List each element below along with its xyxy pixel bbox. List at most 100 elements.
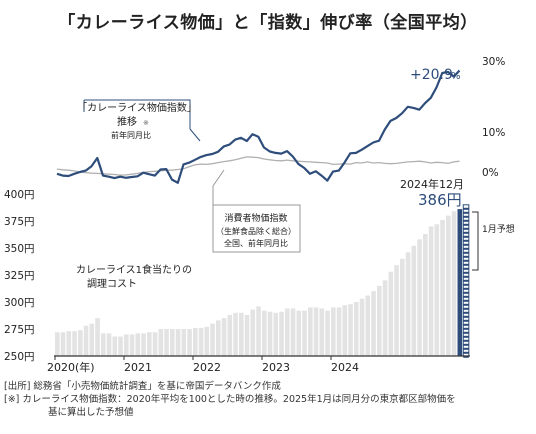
y-tick-label: 275円 — [4, 324, 35, 336]
forecast-stripe — [463, 239, 469, 242]
bar — [331, 307, 336, 356]
index-label-sub: 前年同月比 — [111, 130, 151, 140]
bar — [129, 334, 135, 356]
index-end-unit: % — [451, 71, 461, 82]
forecast-label: 1月予想 — [482, 223, 515, 235]
bar — [164, 329, 169, 356]
bar — [72, 331, 77, 356]
bar — [244, 314, 250, 356]
cpi-line-legend: 消費者物価指数 （生鮮食品除く総合） 全国、前年同月比 — [212, 169, 301, 253]
cpi-line — [56, 156, 460, 176]
bar — [285, 308, 290, 356]
cpi-label-sub2: 全国、前年同月比 — [224, 238, 288, 248]
bar — [152, 332, 158, 356]
x-tick-label: 2024 — [331, 361, 359, 374]
index-line-legend: 「カレーライス物価指数」 推移 ※ 前年同月比 — [77, 99, 201, 142]
bar — [256, 306, 261, 356]
y-tick-label: 400円 — [4, 189, 35, 201]
bar — [296, 310, 302, 356]
index-label-note: ※ — [143, 119, 149, 127]
bar — [382, 280, 388, 356]
bar — [250, 309, 256, 356]
bar-series-label-1: カレーライス1食当たりの — [76, 263, 192, 276]
forecast-stripe — [463, 251, 469, 254]
bar — [198, 327, 204, 356]
bar — [423, 233, 428, 356]
forecast-stripe — [463, 319, 469, 322]
forecast-stripe — [463, 247, 469, 250]
bar — [89, 323, 95, 356]
bar — [336, 307, 342, 356]
y-tick-label: 300円 — [4, 297, 35, 309]
bar-dec-2024 — [457, 209, 463, 356]
forecast-stripe — [463, 343, 469, 346]
bar-series — [55, 204, 470, 358]
bar — [60, 332, 66, 356]
forecast-stripe — [463, 331, 469, 334]
bar — [95, 318, 100, 356]
footnote-line-2: 基に算出した予想値 — [48, 407, 134, 418]
forecast-stripe — [463, 219, 469, 222]
bar — [239, 312, 244, 356]
x-tick-label: 2021 — [124, 361, 152, 374]
bar — [405, 252, 411, 356]
forecast-stripe — [463, 351, 469, 354]
forecast-stripe — [463, 283, 469, 286]
forecast-stripe — [463, 355, 469, 358]
bar — [428, 226, 434, 356]
chart-title: 「カレーライス物価」と「指数」伸び率（全国平均） — [58, 13, 478, 33]
bar — [388, 271, 394, 356]
forecast-stripe — [463, 235, 469, 238]
dec2024-value: 386円 — [418, 191, 462, 209]
bar — [417, 239, 422, 356]
bar-series-label-2: 調理コスト — [87, 277, 137, 290]
x-tick-label: 2022 — [193, 361, 221, 374]
forecast-stripe — [463, 335, 469, 338]
forecast-bracket — [472, 211, 479, 271]
bar — [55, 332, 60, 356]
forecast-stripe — [463, 271, 469, 274]
forecast-stripe — [463, 223, 469, 226]
bar — [262, 310, 267, 356]
forecast-stripe — [463, 327, 469, 330]
bar — [210, 323, 215, 356]
x-axis: 2020(年) 2021 2022 2023 2024 — [47, 356, 359, 374]
y-tick-label: 350円 — [4, 243, 35, 255]
bar — [290, 308, 296, 356]
bar — [348, 304, 353, 356]
bar — [118, 336, 123, 356]
bar — [302, 310, 307, 356]
bar — [158, 329, 164, 356]
bar — [216, 320, 221, 356]
forecast-stripe — [463, 275, 469, 278]
forecast-stripe — [463, 311, 469, 314]
bar — [83, 325, 89, 356]
bar — [319, 308, 325, 356]
bar — [451, 211, 457, 356]
bar — [365, 295, 371, 356]
forecast-stripe — [463, 307, 469, 310]
bar — [359, 298, 365, 356]
y-axis-right: 0% 10% 30% — [482, 56, 505, 179]
forecast-stripe — [463, 279, 469, 282]
bar — [135, 333, 141, 356]
bar — [377, 285, 382, 356]
index-label-trend: 推移 — [117, 115, 137, 128]
forecast-stripe — [463, 255, 469, 258]
bar — [267, 311, 273, 356]
bar — [371, 291, 376, 356]
footnote-line-1: [※] カレーライス物価指数：2020年平均を100とした時の推移。2025年1… — [4, 394, 456, 405]
cpi-label-sub1: （生鮮食品除く総合） — [216, 226, 296, 236]
forecast-stripe — [463, 207, 469, 210]
y-right-tick-label: 10% — [482, 127, 505, 139]
bar — [124, 334, 129, 356]
bar — [147, 332, 152, 356]
bar — [233, 312, 238, 356]
bar — [411, 245, 417, 356]
source-note: [出所] 総務省「小売物価統計調査」を基に帝国データバンク作成 — [4, 381, 281, 392]
y-axis-left: 250円 275円 300円 325円 350円 375円 400円 — [4, 189, 35, 363]
forecast-stripe — [463, 291, 469, 294]
dec2024-label: 2024年12月 — [400, 177, 464, 191]
bar — [175, 329, 181, 356]
bar — [434, 224, 440, 356]
